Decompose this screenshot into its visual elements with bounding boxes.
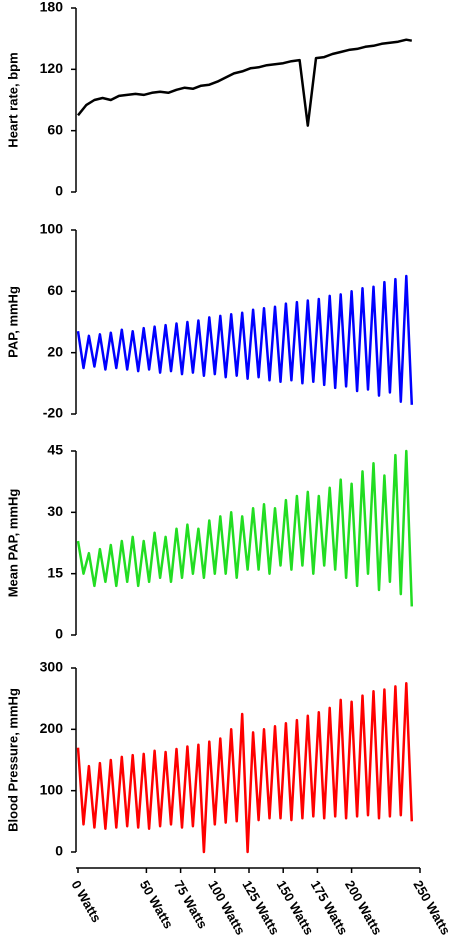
y-tick-label: 20 [47, 343, 63, 359]
y-tick-label: 45 [47, 442, 63, 458]
y-tick-label: 100 [40, 221, 64, 237]
y-tick-label: 30 [47, 503, 63, 519]
y-tick-label: 15 [47, 564, 63, 580]
y-axis-label: PAP, mmHg [5, 286, 20, 358]
y-tick-label: 60 [47, 121, 63, 137]
data-line [76, 682, 414, 854]
data-line [77, 38, 413, 127]
y-tick-label: 0 [55, 626, 63, 642]
y-axis-label: Mean PAP, mmHg [5, 489, 20, 598]
y-axis-label: Blood Pressure, mmHg [5, 688, 20, 832]
y-tick-label: 300 [40, 659, 64, 675]
y-tick-label: 200 [40, 720, 64, 736]
y-tick-label: 180 [40, 0, 64, 15]
y-tick-label: 120 [40, 60, 64, 76]
y-tick-label: 0 [55, 843, 63, 859]
y-axis-label: Heart rate, bpm [5, 52, 20, 147]
x-tick-label: 250 Watts [410, 878, 453, 938]
y-tick-label: 60 [47, 282, 63, 298]
y-tick-label: 0 [55, 183, 63, 199]
y-tick-label: -20 [43, 405, 63, 421]
data-line [76, 274, 414, 405]
x-tick-label: 0 Watts [68, 878, 104, 925]
x-tick-label: 50 Watts [137, 878, 176, 931]
y-tick-label: 100 [40, 781, 64, 797]
data-line [76, 449, 414, 607]
